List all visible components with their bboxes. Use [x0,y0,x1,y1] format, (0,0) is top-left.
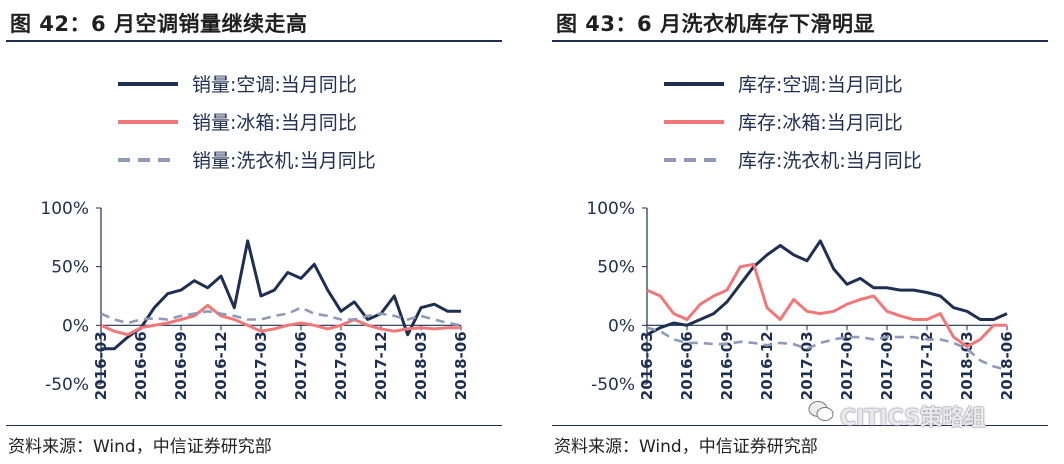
title-divider [6,40,502,42]
watermark: CITICS策略组 [840,406,986,431]
x-tick-label: 2016-12 [212,331,230,400]
chart-title: 图 42：6 月空调销量继续走高 [10,12,308,36]
x-tick-label: 2017-09 [332,331,350,400]
x-tick-label: 2017-03 [798,331,816,400]
legend-label: 销量:洗衣机:当月同比 [192,150,376,172]
y-tick-label: 50% [597,258,635,278]
wechat-icon [808,401,834,421]
chart-title: 图 43：6 月洗衣机库存下滑明显 [556,12,875,36]
x-tick-label: 2016-12 [758,331,776,400]
legend-label: 销量:空调:当月同比 [192,74,357,96]
x-tick-label: 2018-06 [452,331,470,400]
title-divider [552,40,1048,42]
series-line [101,239,461,351]
x-tick-label: 2018-03 [412,331,430,400]
series-line [646,262,1007,348]
chart-panel-right: 图 43：6 月洗衣机库存下滑明显 库存:空调:当月同比 库存:冰箱:当月同比 库存… [552,0,1052,464]
x-tick-label: 2017-12 [372,331,390,400]
source-divider [552,425,1048,426]
series-line [100,306,462,327]
x-tick-label: 2017-03 [252,331,270,400]
source-divider [6,425,502,426]
legend-label: 库存:空调:当月同比 [738,74,903,96]
x-tick-label: 2016-06 [678,331,696,400]
legend-label: 库存:冰箱:当月同比 [738,112,903,134]
x-tick-label: 2016-03 [638,331,656,400]
x-tick-label: 2018-06 [998,331,1016,400]
y-tick-label: -50% [591,375,635,395]
y-tick-label: 0% [608,316,635,336]
x-tick-label: 2017-09 [878,331,896,400]
source-note: 资料来源：Wind，中信证券研究部 [554,437,818,457]
y-tick-label: 100% [40,199,89,219]
y-tick-label: 50% [51,258,89,278]
x-tick-label: 2016-06 [132,331,150,400]
x-tick-label: 2017-12 [918,331,936,400]
y-tick-label: -50% [45,375,89,395]
x-tick-label: 2017-06 [838,331,856,400]
legend-label: 库存:洗衣机:当月同比 [738,150,922,172]
source-note: 资料来源：Wind，中信证券研究部 [8,437,272,457]
series-line [646,239,1008,337]
series-line [646,326,1008,372]
x-tick-label: 2016-09 [718,331,736,400]
legend-label: 销量:冰箱:当月同比 [192,112,357,134]
x-tick-label: 2016-03 [92,331,110,400]
series-line [100,303,461,337]
x-tick-label: 2017-06 [292,331,310,400]
x-tick-label: 2016-09 [172,331,190,400]
y-tick-label: 100% [586,199,635,219]
x-tick-label: 2018-03 [958,331,976,400]
y-tick-label: 0% [62,316,89,336]
chart-panel-left: 图 42：6 月空调销量继续走高 销量:空调:当月同比 销量:冰箱:当月同比 销量:… [6,0,506,464]
